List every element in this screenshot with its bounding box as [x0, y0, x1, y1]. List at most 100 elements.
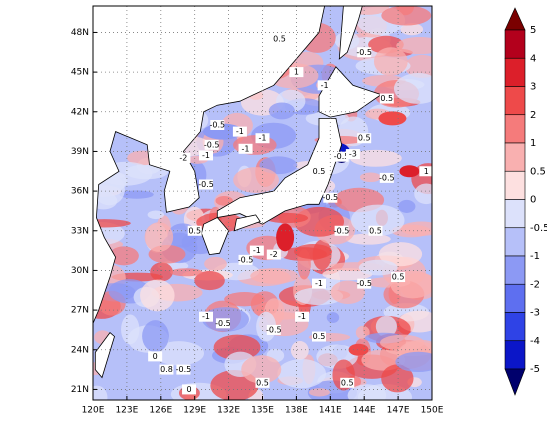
- colorbar-label: -1: [530, 251, 540, 262]
- anomaly-patch: [398, 199, 416, 213]
- colorbar-label: 0: [530, 195, 536, 206]
- contour-label: -1: [298, 312, 306, 321]
- x-tick-label: 123E: [115, 406, 138, 416]
- contour-label-bg: [295, 311, 310, 322]
- contour-label: -1: [253, 246, 261, 255]
- contour-label-bg: [334, 151, 349, 162]
- contour-label-bg: [345, 149, 360, 160]
- colorbar-box: [504, 114, 526, 144]
- contour-label: -0.5: [322, 193, 338, 202]
- contour-label-bg: [199, 311, 213, 322]
- land: [338, 6, 363, 60]
- anomaly-patch: [93, 219, 131, 228]
- y-tick-label: 24N: [71, 345, 89, 355]
- contour-label: -0.5: [204, 140, 220, 149]
- contour-label-bg: [232, 126, 247, 137]
- contour-label-bg: [312, 166, 326, 177]
- contour-label-bg: [289, 67, 304, 78]
- anomaly-patch: [358, 259, 398, 276]
- colorbar-box: [504, 170, 526, 200]
- anomaly-patch: [194, 271, 225, 291]
- x-tick-label: 141E: [319, 406, 342, 416]
- anomaly-patch: [350, 204, 405, 236]
- contour-label-bg: [379, 172, 394, 183]
- contour-label: 0.5: [256, 378, 269, 387]
- contour-label-bg: [204, 139, 219, 150]
- anomaly-patch: [326, 312, 340, 323]
- contour-label-bg: [199, 150, 213, 161]
- x-tick-label: 144E: [353, 406, 376, 416]
- anomaly-patch: [349, 149, 402, 167]
- colorbar-label: -0.5: [530, 223, 547, 234]
- y-tick-label: 36N: [71, 187, 89, 197]
- contour-label-bg: [238, 254, 253, 265]
- contour-label: 0.8: [160, 365, 173, 374]
- colorbar-box: [504, 255, 526, 285]
- anomaly-patch: [345, 233, 391, 245]
- contour-label: -0.5: [356, 48, 372, 57]
- y-tick-label: 33N: [71, 226, 89, 236]
- y-tick-label: 45N: [71, 68, 89, 78]
- contour-label-bg: [317, 80, 332, 91]
- x-tick-label: 135E: [251, 406, 274, 416]
- anomaly-core: [276, 223, 295, 252]
- colorbar-label: 3: [530, 82, 536, 93]
- anomaly-patch: [378, 242, 423, 267]
- contour-label: -2: [270, 250, 278, 259]
- colorbar-box: [504, 199, 526, 229]
- contour-label: 0: [187, 385, 192, 394]
- y-tick-label: 39N: [71, 147, 89, 157]
- anomaly-patch: [147, 210, 165, 220]
- anomaly-patch: [330, 280, 366, 305]
- colorbar-label: -4: [530, 336, 540, 347]
- land: [233, 214, 261, 232]
- x-tick-label: 150E: [421, 406, 444, 416]
- land: [318, 66, 382, 118]
- contour-label-bg: [357, 133, 372, 144]
- anomaly-patch: [150, 262, 173, 282]
- anomaly-patch: [290, 341, 309, 360]
- contour-label: 0.5: [358, 134, 371, 143]
- contour-label-bg: [357, 278, 372, 289]
- contour-label-bg: [199, 179, 213, 190]
- contour-label-bg: [312, 278, 326, 289]
- colorbar-label: 2: [530, 110, 536, 121]
- contour-label-bg: [215, 318, 230, 329]
- anomaly-patch: [347, 384, 387, 400]
- colorbar-box: [504, 312, 526, 342]
- contour-label: 0: [153, 352, 158, 361]
- colorbar-box: [504, 340, 526, 370]
- contour-label: -3: [349, 150, 357, 159]
- anomaly-patch: [381, 364, 414, 393]
- contour-label: -1: [321, 81, 329, 90]
- contour-label-bg: [266, 324, 281, 335]
- contour-label-bg: [340, 377, 355, 388]
- contour-label: 0.5: [188, 226, 201, 235]
- y-tick-label: 48N: [71, 28, 89, 38]
- anomaly-patch: [396, 37, 432, 55]
- contour-label: -0.5: [266, 325, 282, 334]
- land: [93, 6, 326, 324]
- anomaly-core: [378, 111, 407, 126]
- contour-label-bg: [159, 364, 174, 375]
- contour-label: 0.5: [273, 35, 286, 44]
- contour-label-bg: [368, 225, 383, 236]
- colorbar-label: 0.5: [530, 166, 546, 177]
- contour-label: -1: [242, 144, 250, 153]
- colorbar-end: [504, 7, 526, 31]
- land: [216, 118, 343, 225]
- anomaly-patch: [121, 314, 140, 345]
- colorbar-label: 4: [530, 53, 536, 64]
- contour-label-bg: [249, 245, 264, 256]
- anomaly-core: [399, 165, 420, 178]
- contour-label: 0.5: [341, 378, 354, 387]
- colorbar-label: 1: [530, 138, 536, 149]
- colorbar-box: [504, 142, 526, 172]
- contour-label: 1: [294, 68, 299, 77]
- x-tick-label: 120E: [82, 406, 105, 416]
- colorbar-box: [504, 227, 526, 257]
- contour-label: -0.5: [238, 255, 254, 264]
- anomaly-patch: [379, 334, 425, 351]
- contour-label: -0.5: [334, 226, 350, 235]
